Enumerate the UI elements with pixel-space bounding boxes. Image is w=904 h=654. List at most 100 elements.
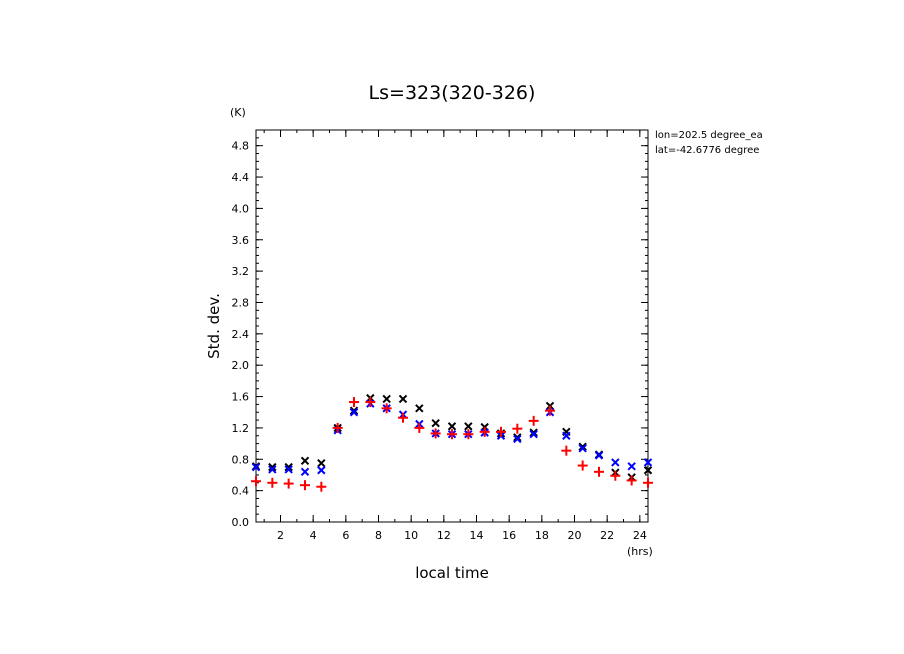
data-marks [251,393,653,492]
y-tick-label: 4.4 [232,171,250,184]
x-marker-b [398,394,408,404]
data-point-series-2 [300,480,310,491]
x-tick-label: 22 [600,529,614,542]
data-point-series-2 [447,429,457,440]
data-point-series-0 [398,394,408,404]
y-tick-label: 2.0 [232,359,250,372]
x-marker-b [464,422,473,431]
data-point-series-2 [463,429,474,440]
y-tick-label: 0.4 [232,485,250,498]
data-point-series-1 [529,429,538,439]
annotation-lon: lon=202.5 degree_ea [655,130,763,141]
y-tick-label: 4.8 [232,140,250,153]
x-tick-label: 18 [535,529,549,542]
x-tick-label: 12 [437,529,451,542]
y-tick-label: 0.8 [232,453,250,466]
data-point-series-2 [332,422,343,433]
data-point-series-0 [415,404,424,413]
data-point-series-0 [643,466,653,475]
x-tick-label: 24 [633,529,647,542]
plot-frame [255,129,649,523]
x-marker-b [284,465,293,474]
data-point-series-2 [316,481,327,492]
data-point-series-2 [479,426,490,437]
x-marker-b [611,458,620,467]
x-marker-b [349,408,359,417]
y-tick-label: 0.0 [232,516,250,529]
x-marker-b [300,467,310,477]
x-tick-label: 14 [470,529,484,542]
data-point-series-1 [611,458,620,467]
data-point-series-0 [464,422,473,431]
x-tick-label: 16 [502,529,516,542]
x-tick-label: 6 [342,529,349,542]
data-point-series-1 [562,431,571,440]
data-point-series-1 [627,462,636,471]
data-point-series-1 [300,467,310,477]
data-point-series-2 [398,412,408,423]
chart-title: Ls=323(320-326) [369,82,536,104]
data-point-series-2 [528,415,539,426]
y-tick-label: 2.4 [232,328,250,341]
x-marker-b [317,458,326,468]
data-point-series-0 [300,456,310,466]
data-point-series-2 [626,475,637,486]
x-marker-b [578,442,587,451]
y-tick-label: 4.0 [232,202,250,215]
x-marker-b [513,434,522,444]
data-point-series-1 [578,444,587,453]
data-point-series-1 [284,465,293,474]
y-tick-label: 3.2 [232,265,250,278]
x-tick-label: 4 [310,529,317,542]
data-point-series-2 [283,478,294,489]
data-point-series-0 [431,419,440,428]
data-point-series-2 [496,426,506,437]
x-marker-b [627,462,636,471]
x-marker-b [529,429,538,439]
data-point-series-2 [381,403,392,414]
data-point-series-1 [349,408,359,417]
y-tick-label: 3.6 [232,234,250,247]
data-point-series-2 [414,422,425,433]
y-tick-label: 2.8 [232,296,250,309]
data-point-series-0 [284,462,293,472]
x-marker-b [643,466,653,475]
y-axis-label: Std. dev. [205,293,223,359]
x-tick-label: 20 [568,529,582,542]
data-point-series-2 [430,428,441,439]
right-edge-mask [779,120,904,160]
data-point-series-0 [513,433,522,442]
data-point-series-0 [578,442,587,451]
x-marker-b [251,462,261,472]
data-point-series-0 [447,422,457,431]
data-point-series-1 [251,462,261,472]
x-tick-label: 10 [404,529,418,542]
x-marker-b [268,465,277,474]
x-marker-b [268,462,277,472]
data-point-series-1 [643,458,653,467]
x-marker-b [643,458,653,467]
data-point-series-0 [382,394,391,404]
x-marker-b [382,394,391,404]
x-tick-label: 8 [375,529,382,542]
x-marker-b [513,433,522,442]
x-marker-b [284,462,293,472]
data-point-series-0 [317,458,326,468]
x-marker-b [529,428,538,437]
data-point-series-1 [513,434,522,444]
x-marker-b [562,431,571,440]
data-point-series-2 [643,477,653,488]
data-point-series-0 [529,428,538,437]
y-unit-label: (K) [230,106,246,119]
x-unit-label: (hrs) [627,545,653,558]
data-point-series-1 [268,465,277,474]
data-point-series-2 [610,470,621,481]
x-marker-b [447,422,457,431]
x-marker-b [317,466,326,475]
data-point-series-2 [577,460,588,471]
y-tick-label: 1.2 [232,422,250,435]
data-point-series-2 [545,405,555,416]
x-marker-b [300,456,310,466]
data-point-series-1 [594,451,604,460]
